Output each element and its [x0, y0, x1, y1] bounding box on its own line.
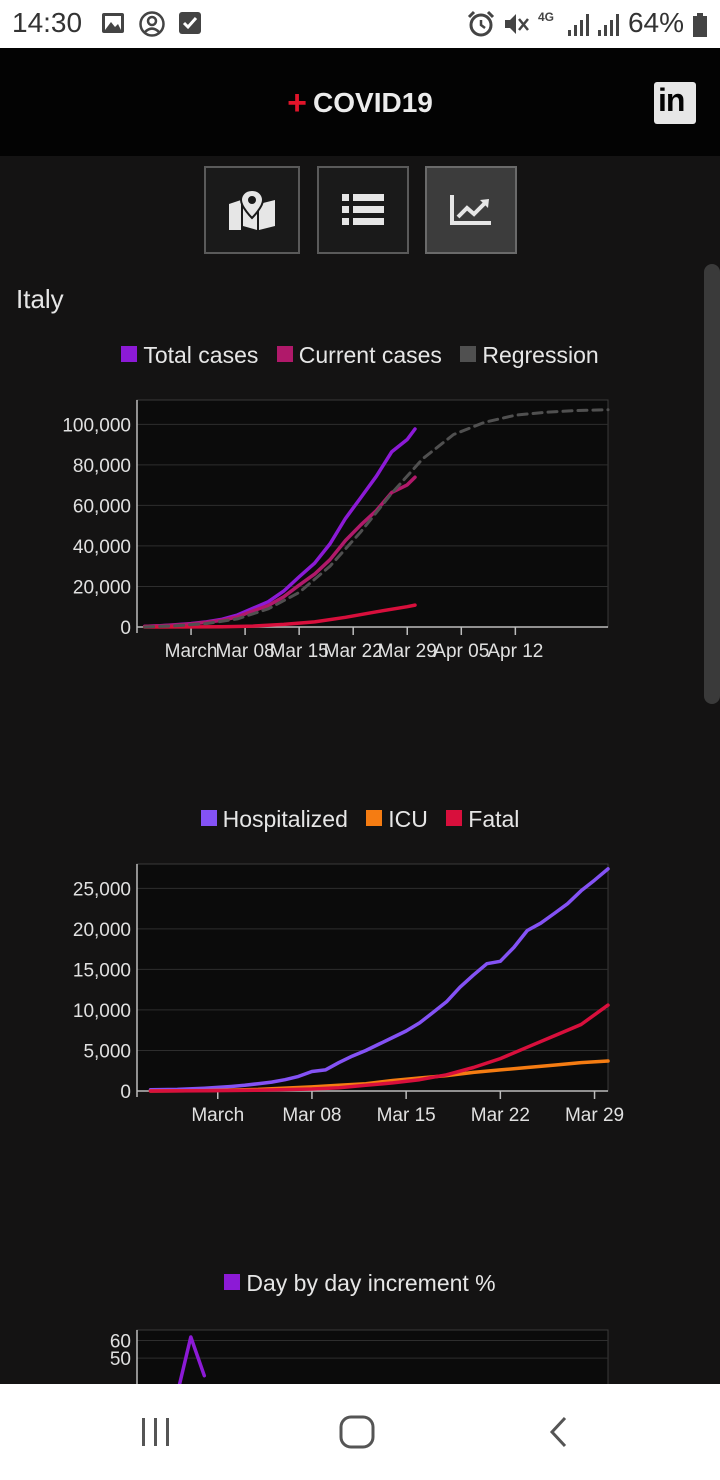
legend-item[interactable]: Current cases	[276, 342, 442, 369]
y-tick-label: 0	[120, 618, 131, 639]
legend-label: Regression	[482, 342, 599, 368]
mute-icon	[505, 14, 529, 34]
list-icon	[342, 194, 384, 225]
recent-apps-icon[interactable]	[138, 1416, 174, 1448]
y-tick-label: 0	[120, 1082, 131, 1103]
plot-area	[136, 863, 609, 1092]
series-line-regression	[143, 408, 610, 629]
y-tick-label: 15,000	[73, 960, 131, 981]
legend-swatch	[460, 346, 477, 362]
status-bar: 14:30 4G 64%	[0, 0, 720, 48]
y-tick-label: 5,000	[83, 1041, 131, 1062]
signal-icon	[568, 14, 619, 36]
battery-icon	[693, 13, 707, 37]
image-icon	[102, 13, 124, 33]
chart1-legend: Total cases Current cases Regression	[0, 342, 720, 369]
total-cases-chart: 100,00080,00060,00040,00020,0000MarchMar…	[62, 399, 610, 662]
network-type: 4G	[538, 10, 555, 24]
home-icon[interactable]	[338, 1414, 376, 1450]
red-cross-icon: +	[287, 84, 308, 122]
legend-item[interactable]: Day by day increment %	[224, 1270, 496, 1297]
y-tick-label: 100,000	[62, 415, 131, 436]
legend-swatch	[366, 810, 383, 826]
legend-item[interactable]: Total cases	[121, 342, 258, 369]
legend-swatch	[121, 346, 138, 362]
app-header: + COVID19 in	[0, 48, 720, 156]
legend-label: Day by day increment %	[246, 1270, 496, 1296]
battery-percent: 64%	[627, 7, 684, 38]
series-line-fatal	[148, 1003, 610, 1093]
x-tick-label: Apr 05	[433, 641, 489, 662]
legend-label: ICU	[388, 806, 428, 832]
y-tick-label: 20,000	[73, 920, 131, 941]
linkedin-icon: in	[658, 82, 685, 118]
y-tick-label: 60,000	[73, 496, 131, 517]
series-line-day-by-day-increment-	[177, 1335, 207, 1384]
legend-label: Total cases	[143, 342, 259, 368]
alarm-icon	[467, 10, 495, 37]
x-tick-label: Mar 29	[378, 641, 437, 662]
app-title: COVID19	[313, 87, 433, 118]
y-tick-label: 80,000	[73, 456, 131, 477]
chart3-legend: Day by day increment %	[0, 1270, 720, 1297]
legend-item[interactable]: Hospitalized	[200, 806, 348, 833]
x-tick-label: Mar 29	[565, 1105, 624, 1126]
y-tick-label: 10,000	[73, 1001, 131, 1022]
app-brand[interactable]: + COVID19	[0, 84, 720, 123]
chart2-legend: Hospitalized ICU Fatal	[0, 806, 720, 833]
x-tick-label: Mar 22	[324, 641, 383, 662]
x-tick-label: Mar 15	[377, 1105, 436, 1126]
x-tick-label: Mar 22	[471, 1105, 530, 1126]
y-tick-label: 25,000	[73, 879, 131, 900]
legend-swatch	[200, 810, 217, 826]
y-tick-label: 40,000	[73, 537, 131, 558]
legend-item[interactable]: ICU	[366, 806, 428, 833]
charts-view-button[interactable]	[425, 166, 517, 254]
legend-label: Current cases	[298, 342, 442, 368]
legend-swatch	[224, 1274, 241, 1290]
legend-swatch	[276, 346, 293, 362]
status-time: 14:30	[12, 7, 83, 38]
y-tick-label: 60	[110, 1332, 131, 1353]
series-line-fatal	[142, 603, 417, 629]
series-line-hospitalized	[148, 867, 610, 1092]
system-nav-bar	[0, 1384, 720, 1480]
map-view-button[interactable]	[204, 166, 300, 254]
check-icon	[179, 12, 201, 34]
list-view-button[interactable]	[317, 166, 409, 254]
legend-label: Hospitalized	[222, 806, 348, 832]
x-tick-label: March	[165, 641, 218, 662]
x-tick-label: Mar 15	[270, 641, 329, 662]
legend-swatch	[446, 810, 463, 826]
country-name: Italy	[16, 284, 64, 314]
map-icon	[229, 188, 275, 230]
y-tick-label: 20,000	[73, 577, 131, 598]
y-tick-label: 50	[110, 1349, 131, 1370]
legend-item[interactable]: Fatal	[446, 806, 519, 833]
hospital-chart: 25,000 20,000 15,000 10,000 5,000 0 March Mar 0…	[73, 863, 624, 1126]
plot-area	[136, 1329, 609, 1384]
account-icon	[139, 11, 165, 37]
x-tick-label: Mar 08	[282, 1105, 341, 1126]
x-tick-label: Apr 12	[487, 641, 543, 662]
x-tick-label: March	[191, 1105, 244, 1126]
legend-label: Fatal	[468, 806, 520, 832]
x-tick-label: Mar 08	[216, 641, 275, 662]
legend-item[interactable]: Regression	[460, 342, 599, 369]
scrollbar[interactable]	[704, 264, 720, 704]
back-icon[interactable]	[545, 1414, 573, 1450]
main-content: Italy Total cases Current cases Regressi…	[0, 156, 720, 1384]
linkedin-button[interactable]: in	[654, 82, 696, 124]
trend-chart-icon	[450, 195, 491, 225]
